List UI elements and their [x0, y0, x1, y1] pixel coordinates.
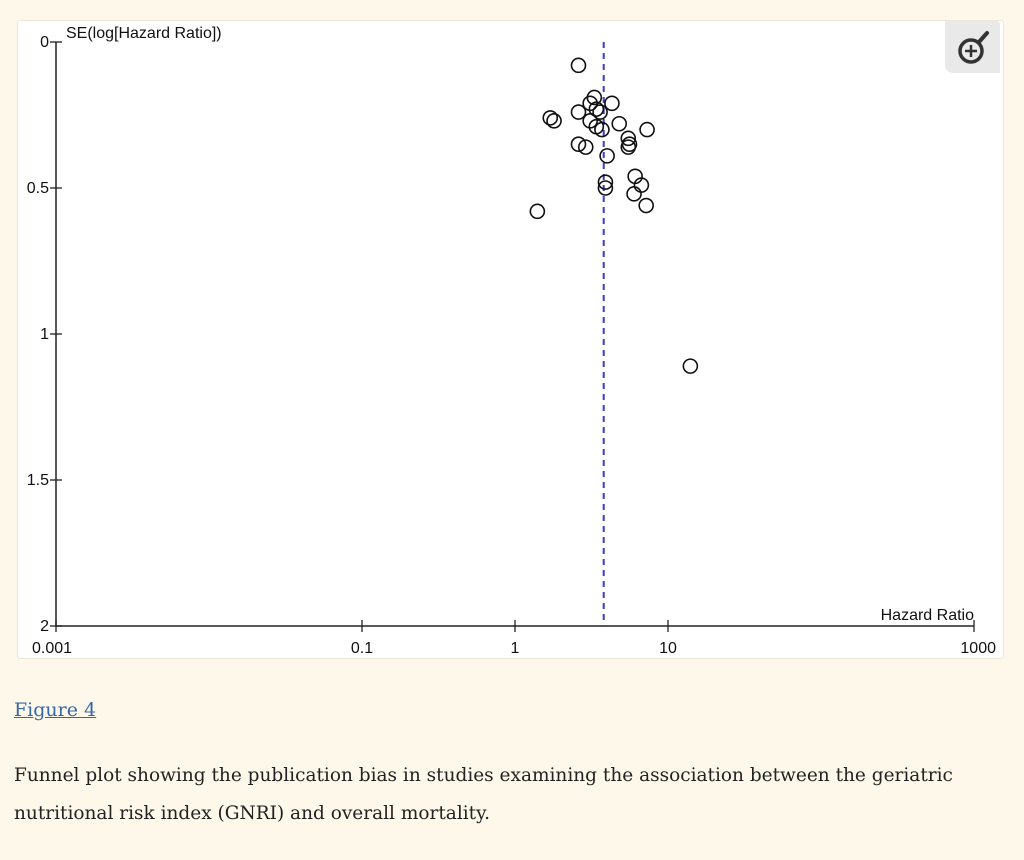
data-point: [597, 180, 614, 196]
x-tick-label: 10: [659, 640, 677, 657]
x-axis-label: Hazard Ratio: [881, 607, 974, 624]
y-tick-label: 1: [40, 326, 49, 343]
x-tick-label: 1000: [960, 640, 996, 657]
y-axis-label: SE(log[Hazard Ratio]): [66, 25, 222, 42]
zoom-in-icon: [958, 31, 989, 64]
data-point: [639, 121, 655, 138]
data-point: [570, 104, 587, 120]
x-tick-label: 0.1: [351, 640, 373, 657]
y-tick-label: 2: [40, 618, 49, 635]
x-tick-label: 1: [511, 640, 520, 657]
data-point: [597, 174, 614, 190]
y-tick-label: 0.5: [27, 180, 49, 197]
x-tick-label: 0.001: [32, 640, 72, 657]
data-point: [570, 57, 587, 74]
data-point: [604, 95, 620, 112]
data-point: [542, 110, 559, 126]
figure-card: [17, 20, 1004, 659]
data-points: [529, 57, 699, 374]
caption-line-1: Funnel plot showing the publication bias…: [14, 765, 953, 786]
data-point: [626, 186, 642, 202]
y-tick-label: 1.5: [27, 472, 49, 489]
figure-link[interactable]: Figure 4: [14, 699, 97, 721]
caption-line-2: nutritional risk index (GNRI) and overal…: [14, 803, 490, 824]
data-point: [620, 130, 637, 147]
axes: 0 0.5 1 1.5 2 0.001 0.1 1 10 1000: [27, 34, 996, 657]
data-point: [529, 203, 546, 220]
figure-caption: Funnel plot showing the publication bias…: [14, 757, 1014, 833]
data-point: [594, 121, 610, 138]
data-point: [599, 148, 615, 164]
funnel-plot: 0 0.5 1 1.5 2 0.001 0.1 1 10 1000 SE(log[Hazard R…: [27, 25, 996, 657]
data-point: [577, 139, 594, 155]
data-point: [611, 115, 628, 132]
data-point: [620, 139, 637, 155]
data-point: [638, 197, 654, 214]
data-point: [682, 358, 699, 374]
data-point: [546, 113, 562, 129]
data-point: [570, 136, 587, 152]
zoom-button[interactable]: [945, 21, 1000, 73]
y-tick-label: 0: [40, 34, 49, 51]
data-point: [592, 104, 608, 120]
